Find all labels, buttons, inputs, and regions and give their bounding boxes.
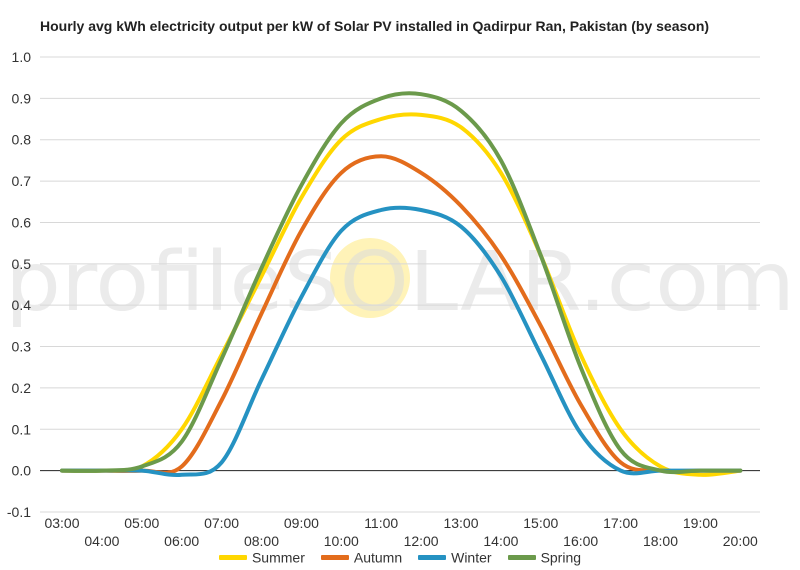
x-tick-label: 03:00	[44, 515, 79, 531]
y-tick-label: 0.5	[12, 256, 32, 272]
x-tick-label: 13:00	[443, 515, 478, 531]
y-tick-label: 0.4	[12, 297, 32, 313]
legend-item-spring: Spring	[507, 548, 582, 566]
legend-label: Summer	[251, 549, 305, 566]
x-tick-label: 08:00	[244, 533, 279, 549]
x-tick-label: 10:00	[324, 533, 359, 549]
x-tick-label: 16:00	[563, 533, 598, 549]
watermark-sun-icon	[330, 238, 410, 318]
x-tick-label: 20:00	[723, 533, 758, 549]
watermark-text: profileSOLAR.com	[5, 235, 795, 330]
x-tick-label: 15:00	[523, 515, 558, 531]
legend-item-winter: Winter	[418, 548, 492, 566]
legend-label: Spring	[540, 549, 582, 566]
x-tick-label: 06:00	[164, 533, 199, 549]
legend: Summer Autumn Winter Spring	[0, 548, 800, 565]
legend-swatch	[418, 554, 447, 560]
legend-swatch	[320, 554, 349, 560]
x-tick-label: 11:00	[364, 515, 398, 531]
x-tick-label: 18:00	[643, 533, 678, 549]
x-tick-label: 07:00	[204, 515, 239, 531]
legend-swatch	[218, 554, 247, 560]
y-tick-label: 0.8	[12, 132, 32, 148]
x-tick-label: 17:00	[603, 515, 638, 531]
legend-item-summer: Summer	[218, 548, 305, 566]
y-tick-label: 0.0	[12, 463, 32, 479]
x-tick-label: 05:00	[124, 515, 159, 531]
y-tick-label: 0.3	[12, 339, 32, 355]
legend-item-autumn: Autumn	[320, 548, 403, 566]
legend-swatch	[507, 554, 536, 560]
legend-label: Autumn	[353, 549, 403, 566]
watermark: profileSOLAR.com	[5, 235, 795, 330]
y-tick-label: -0.1	[7, 504, 31, 520]
y-tick-label: 0.7	[12, 173, 32, 189]
x-tick-label: 04:00	[84, 533, 119, 549]
series-line-winter	[60, 205, 743, 478]
y-tick-label: 0.2	[12, 380, 32, 396]
y-tick-label: 0.1	[12, 421, 32, 437]
series-line-summer	[60, 112, 743, 477]
legend-label: Winter	[451, 549, 492, 566]
y-tick-label: 0.9	[12, 90, 32, 106]
series-line-spring	[60, 91, 743, 475]
series-line-autumn	[60, 154, 743, 475]
y-tick-label: 0.6	[12, 214, 32, 230]
chart-title: Hourly avg kWh electricity output per kW…	[40, 18, 710, 34]
x-tick-label: 09:00	[284, 515, 319, 531]
x-tick-label: 14:00	[483, 533, 518, 549]
y-axis-tick-labels: 1.0 0.9 0.8 0.7 0.6 0.5 0.4 0.3 0.2 0.1 0.0 -0.1	[7, 49, 31, 520]
x-tick-label: 12:00	[404, 533, 439, 549]
series-lines	[60, 91, 743, 478]
y-tick-label: 1.0	[12, 49, 32, 65]
x-axis-tick-labels: 03:00 04:00 05:00 06:00 07:00 08:00 09:00 10:00…	[44, 515, 758, 549]
x-tick-label: 19:00	[683, 515, 718, 531]
